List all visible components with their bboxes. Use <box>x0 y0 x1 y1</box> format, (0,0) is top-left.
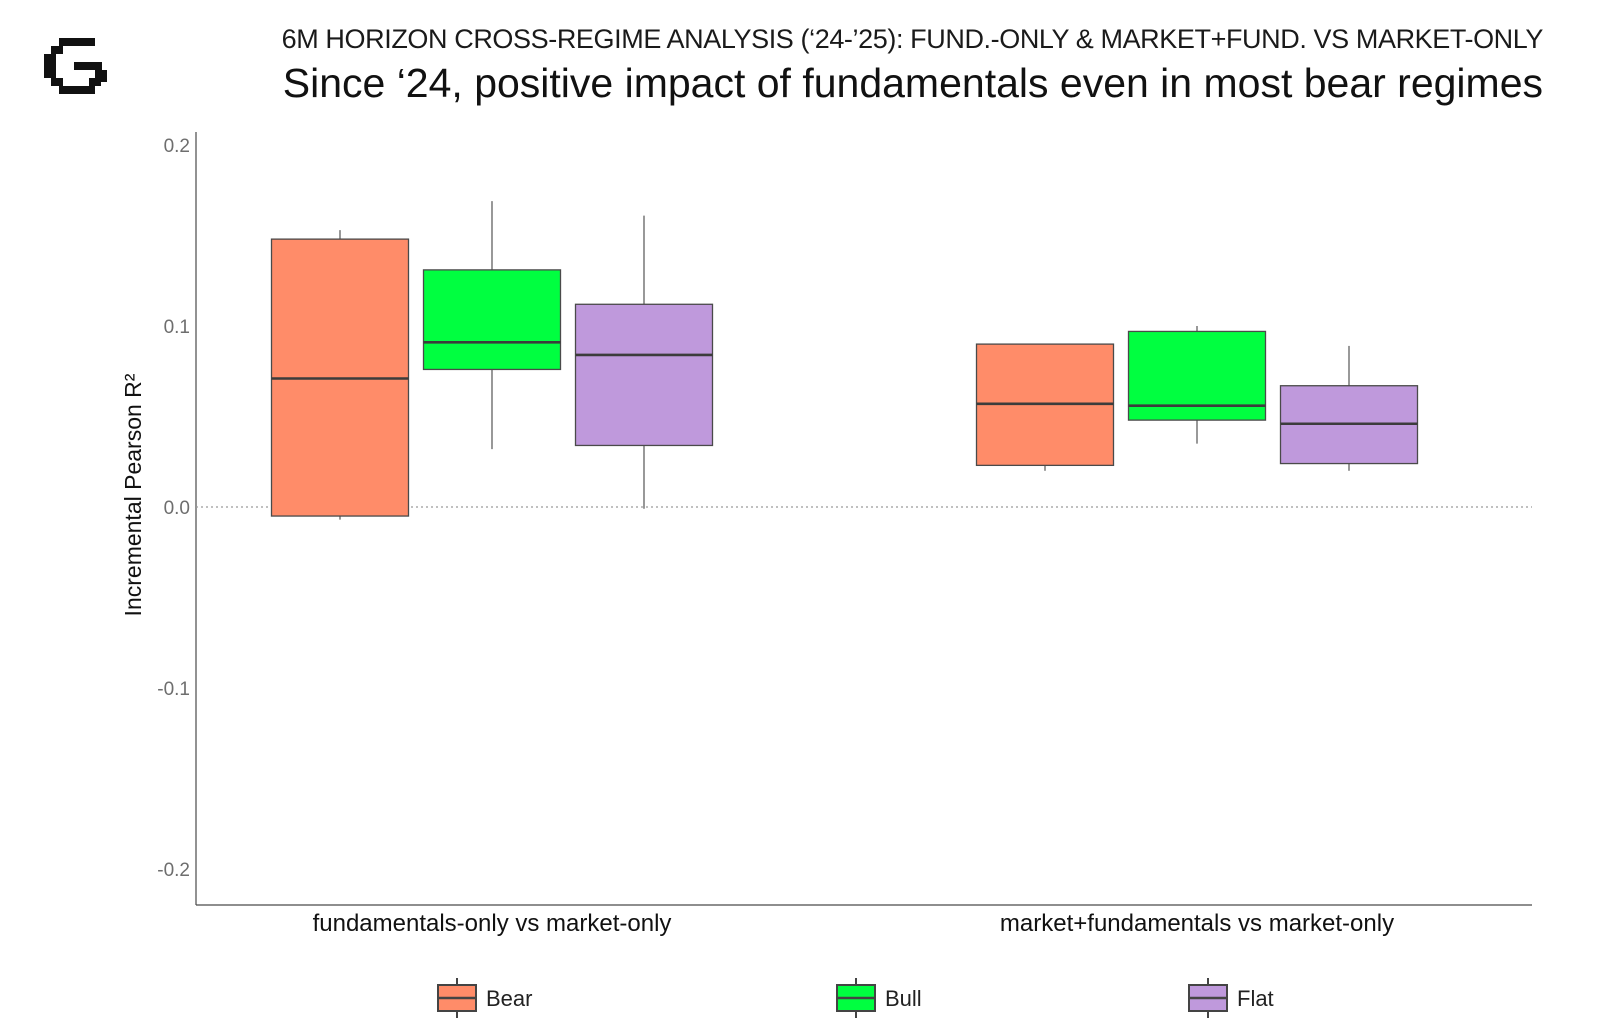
box-bear-1 <box>270 230 410 520</box>
legend-item-flat: Flat <box>1188 978 1274 1018</box>
chart-headline: Since ‘24, positive impact of fundamenta… <box>282 60 1543 106</box>
box-flat-1 <box>574 215 714 509</box>
chart-kicker: 6M HORIZON CROSS-REGIME ANALYSIS (‘24-’2… <box>281 24 1544 54</box>
box-bear-2 <box>975 343 1115 471</box>
legend-item-bear: Bear <box>437 978 532 1018</box>
legend-label: Flat <box>1237 986 1274 1011</box>
y-tick-label: -0.2 <box>157 860 190 881</box>
box-flat-2 <box>1279 345 1419 471</box>
legend: Bear Bull Flat <box>437 978 1274 1018</box>
legend-label: Bull <box>885 986 922 1011</box>
box-bull-1 <box>422 201 562 450</box>
y-tick-label: -0.1 <box>157 679 190 700</box>
x-category-label: market+fundamentals vs market-only <box>1000 910 1394 937</box>
y-tick-label: 0.2 <box>164 136 190 157</box>
legend-item-bull: Bull <box>836 978 922 1018</box>
y-tick-label: 0.0 <box>164 498 190 519</box>
y-tick-label: 0.1 <box>164 317 190 338</box>
axes-layer: 0.2 0.1 0.0 -0.1 -0.2 fundamentals-only vs ma… <box>157 132 1532 937</box>
box-body <box>422 269 562 371</box>
boxes-layer <box>270 201 1419 520</box>
legend-label: Bear <box>486 986 532 1011</box>
x-category-label: fundamentals-only vs market-only <box>313 910 672 937</box>
g-logo-icon <box>44 38 107 94</box>
y-axis-title: Incremental Pearson R² <box>120 373 146 616</box>
box-body <box>574 303 714 447</box>
box-bull-2 <box>1127 326 1267 444</box>
